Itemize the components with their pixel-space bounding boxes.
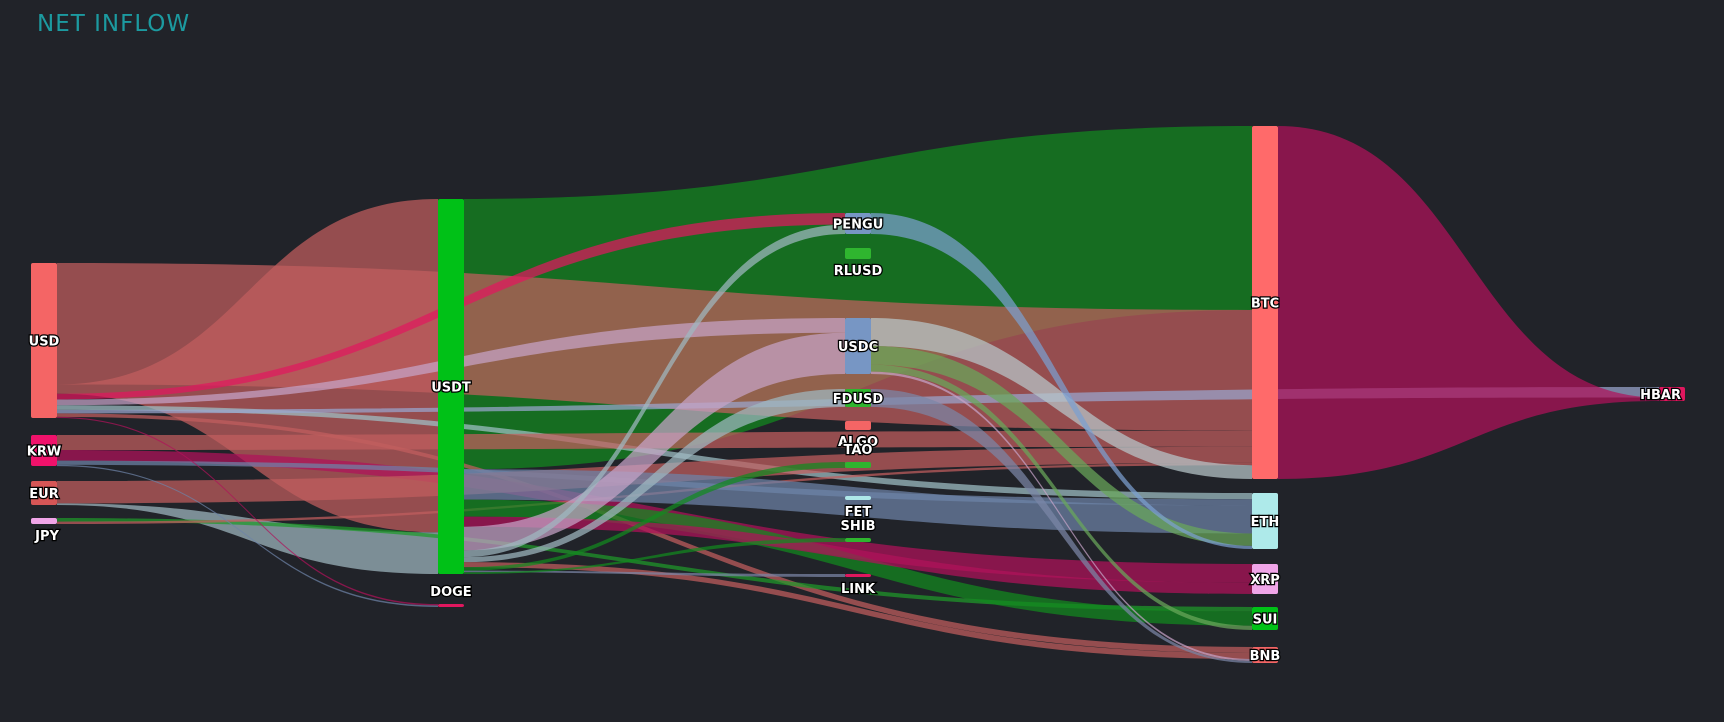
node-eur[interactable]	[31, 481, 57, 505]
node-label-krw: KRW	[27, 445, 61, 460]
node-label-usdc: USDC	[838, 340, 878, 355]
node-label-tao: TAO	[844, 443, 873, 458]
node-hbar[interactable]	[1659, 387, 1685, 401]
node-sui[interactable]	[1252, 607, 1278, 630]
node-label-pengu: PENGU	[833, 218, 884, 233]
node-fet[interactable]	[845, 496, 871, 500]
links-layer	[57, 126, 1659, 663]
link-btc-to-hbar[interactable]	[1278, 126, 1659, 479]
node-label-usd: USD	[29, 335, 60, 350]
node-doge[interactable]	[438, 604, 464, 607]
link-fdusd-to-bnb[interactable]	[871, 389, 1252, 663]
link-usdt-to-usdc[interactable]	[464, 332, 845, 551]
link-pengu-to-eth[interactable]	[871, 213, 1252, 549]
node-bnb[interactable]	[1252, 647, 1278, 663]
link-usdt-to-pengu[interactable]	[464, 224, 845, 558]
link-usdt-to-bnb[interactable]	[464, 562, 1252, 659]
node-label-algo: ALGO	[838, 435, 878, 450]
node-label-sui: SUI	[1253, 613, 1278, 628]
node-shib[interactable]	[845, 538, 871, 542]
labels-layer: USD KRW EUR JPY USDT DOGE PENGU RLUSD USDC FDUSD A…	[26, 216, 1683, 665]
node-label-link: LINK	[841, 582, 876, 597]
link-usdc-to-eth[interactable]	[871, 346, 1252, 546]
link-jpy-to-sui[interactable]	[57, 518, 1252, 612]
link-usdt-to-xrp[interactable]	[464, 516, 1252, 594]
nodes-layer	[31, 126, 1685, 663]
node-algo[interactable]	[845, 421, 871, 430]
node-btc[interactable]	[1252, 126, 1278, 479]
link-usdc-to-bnb[interactable]	[871, 371, 1252, 661]
node-label-fdusd: FDUSD	[833, 392, 884, 407]
link-usdt-to-link[interactable]	[464, 570, 845, 577]
node-label-eur: EUR	[29, 487, 58, 502]
node-label-doge: DOGE	[430, 585, 471, 600]
node-fdusd[interactable]	[845, 389, 871, 407]
node-label-btc: BTC	[1251, 297, 1279, 312]
node-label-rlusd: RLUSD	[834, 264, 883, 279]
link-usdt-to-fdusd[interactable]	[464, 389, 845, 563]
link-krw-to-doge[interactable]	[57, 464, 438, 607]
link-usdt-to-tao[interactable]	[464, 462, 845, 571]
link-eur-to-usdt[interactable]	[57, 503, 438, 574]
node-label-hbar: HBAR	[1640, 388, 1681, 403]
node-krw[interactable]	[31, 435, 57, 466]
node-jpy[interactable]	[31, 518, 57, 524]
link-usdc-to-sui[interactable]	[871, 364, 1252, 630]
node-usd[interactable]	[31, 263, 57, 418]
node-label-xrp: XRP	[1250, 573, 1280, 588]
node-label-usdt: USDT	[431, 381, 471, 396]
node-rlusd[interactable]	[845, 248, 871, 259]
node-label-shib: SHIB	[841, 519, 876, 534]
node-label-fet: FET	[845, 505, 872, 520]
node-usdc[interactable]	[845, 318, 871, 374]
link-usd-to-doge[interactable]	[57, 416, 438, 606]
link-usdt-to-shib[interactable]	[464, 538, 845, 574]
chart-title: NET INFLOW	[37, 11, 191, 37]
node-usdt[interactable]	[438, 199, 464, 574]
link-usdt-to-sui[interactable]	[464, 499, 1252, 626]
node-link[interactable]	[845, 574, 871, 577]
node-label-eth: ETH	[1251, 515, 1280, 530]
node-pengu[interactable]	[845, 213, 871, 234]
node-label-jpy: JPY	[34, 529, 59, 544]
node-tao[interactable]	[845, 462, 871, 468]
node-xrp[interactable]	[1252, 564, 1278, 594]
node-eth[interactable]	[1252, 493, 1278, 549]
link-usdc-to-btc[interactable]	[871, 318, 1252, 479]
node-label-bnb: BNB	[1250, 649, 1281, 664]
